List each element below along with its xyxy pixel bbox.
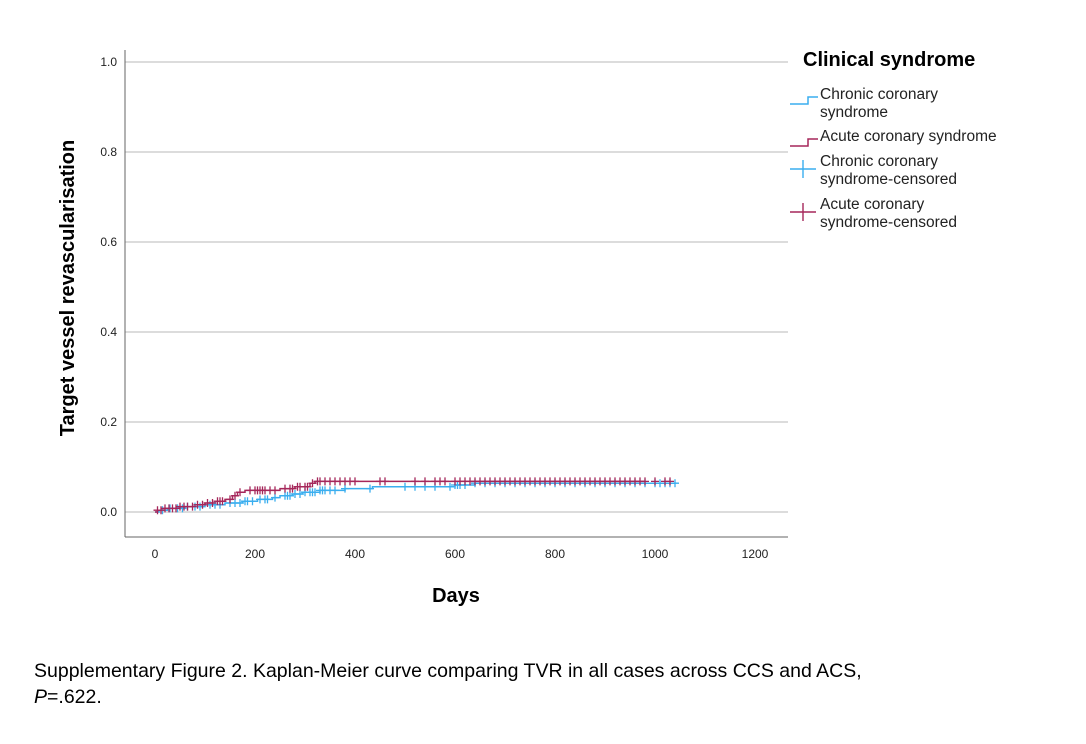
legend-step-symbol [790, 138, 818, 147]
censor-mark-acs [411, 477, 419, 486]
legend-entry-label-cont: syndrome [820, 104, 888, 121]
censor-mark-ccs [366, 484, 374, 493]
censor-mark-ccs [236, 499, 244, 507]
censor-mark-acs [226, 495, 234, 504]
x-tick-label: 1000 [642, 547, 669, 561]
gridlines [125, 61, 788, 513]
censor-mark-ccs [341, 484, 349, 493]
y-tick-label: 1.0 [100, 55, 117, 69]
censor-mark-acs [172, 504, 180, 513]
x-tick-label: 600 [445, 547, 465, 561]
censor-mark-acs [236, 488, 244, 497]
y-axis-label: Target vessel revascularisation [57, 140, 79, 436]
censor-mark-acs [351, 477, 359, 486]
x-tick-label: 0 [152, 547, 159, 561]
legend: Clinical syndrome Chronic coronarysyndro… [790, 49, 997, 231]
censor-mark-acs [208, 499, 217, 507]
censor-mark-ccs [331, 486, 339, 495]
censor-marks [153, 477, 679, 515]
censor-mark-acs [381, 477, 389, 486]
censor-mark-acs [421, 477, 429, 486]
censor-mark-acs [666, 477, 674, 486]
axes [124, 50, 788, 538]
censor-mark-acs [157, 506, 165, 515]
legend-cross-symbol [790, 203, 816, 221]
y-tick-label: 0.0 [100, 505, 117, 519]
legend-entry-label-cont: syndrome-censored [820, 171, 957, 188]
figure-caption: Supplementary Figure 2. Kaplan-Meier cur… [34, 658, 1064, 710]
x-tick-label: 800 [545, 547, 565, 561]
censor-mark-ccs [311, 488, 319, 497]
censor-mark-ccs [401, 482, 409, 491]
legend-entry-label-cont: syndrome-censored [820, 214, 957, 231]
x-tick-label: 1200 [742, 547, 769, 561]
censor-mark-acs [198, 500, 207, 509]
censor-mark-ccs [271, 493, 279, 502]
y-tick-label: 0.6 [100, 235, 117, 249]
censor-mark-acs [288, 484, 297, 493]
y-tick-label: 0.4 [100, 325, 117, 339]
censor-mark-ccs [286, 491, 294, 500]
censor-mark-ccs [671, 479, 679, 488]
y-tick-label: 0.2 [100, 415, 117, 429]
legend-entry-label: Acute coronary [820, 196, 924, 213]
censor-mark-acs [651, 477, 659, 486]
x-tick-labels: 0 200 400 600 800 1000 1200 [152, 547, 769, 561]
censor-mark-acs [308, 479, 317, 488]
censor-mark-acs [641, 477, 649, 486]
km-chart: 0.0 0.2 0.4 0.6 0.8 1.0 0 200 400 600 800 1000 1200… [57, 49, 997, 607]
censor-mark-acs [271, 486, 279, 495]
censor-mark-ccs [263, 495, 272, 504]
legend-entry-label: Chronic coronary [820, 86, 938, 103]
p-value: =.622. [47, 686, 102, 708]
x-axis-label: Days [432, 585, 480, 607]
censor-mark-acs [218, 497, 227, 506]
legend-title: Clinical syndrome [803, 49, 975, 71]
survival-curve-acs [155, 480, 645, 513]
legend-entry-label: Acute coronary syndrome [820, 128, 997, 145]
y-tick-label: 0.8 [100, 145, 117, 159]
legend-step-symbol [790, 96, 818, 105]
p-label: P [34, 686, 48, 708]
x-tick-label: 400 [345, 547, 365, 561]
legend-cross-symbol [790, 160, 816, 178]
x-tick-label: 200 [245, 547, 265, 561]
censor-mark-acs [188, 502, 197, 511]
censor-mark-ccs [248, 497, 257, 506]
y-tick-labels: 0.0 0.2 0.4 0.6 0.8 1.0 [100, 55, 117, 519]
caption-text: Supplementary Figure 2. Kaplan-Meier cur… [34, 660, 862, 682]
censor-mark-acs [441, 477, 449, 486]
censor-mark-ccs [296, 490, 304, 498]
censor-mark-ccs [446, 482, 454, 491]
censor-mark-acs [231, 491, 239, 500]
censor-mark-acs [303, 482, 312, 491]
legend-entry-label: Chronic coronary [820, 153, 938, 170]
